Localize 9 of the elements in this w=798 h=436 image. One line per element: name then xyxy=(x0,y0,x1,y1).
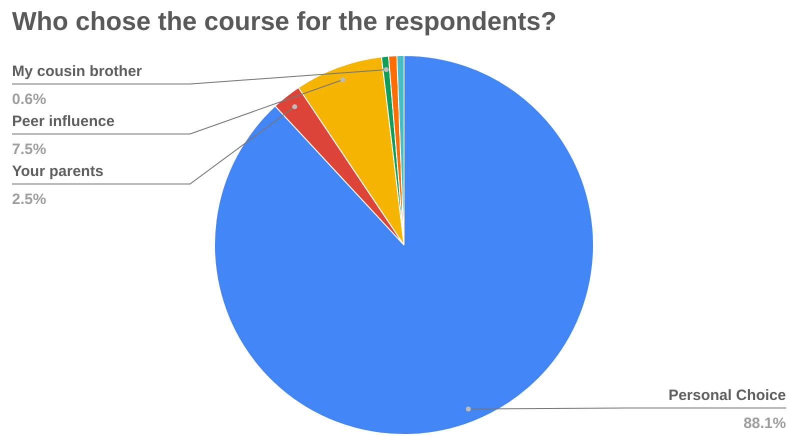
slice-label: My cousin brother xyxy=(12,63,142,80)
data-label: 2.5% xyxy=(12,191,46,208)
data-label: 0.6% xyxy=(12,91,46,108)
chart-title: Who chose the course for the respondents? xyxy=(12,6,557,37)
slice-label: Peer influence xyxy=(12,113,115,130)
slice-label: Personal Choice xyxy=(668,387,786,404)
data-label: 7.5% xyxy=(12,141,46,158)
slice-label: Your parents xyxy=(12,163,104,180)
data-label: 88.1% xyxy=(743,415,786,432)
